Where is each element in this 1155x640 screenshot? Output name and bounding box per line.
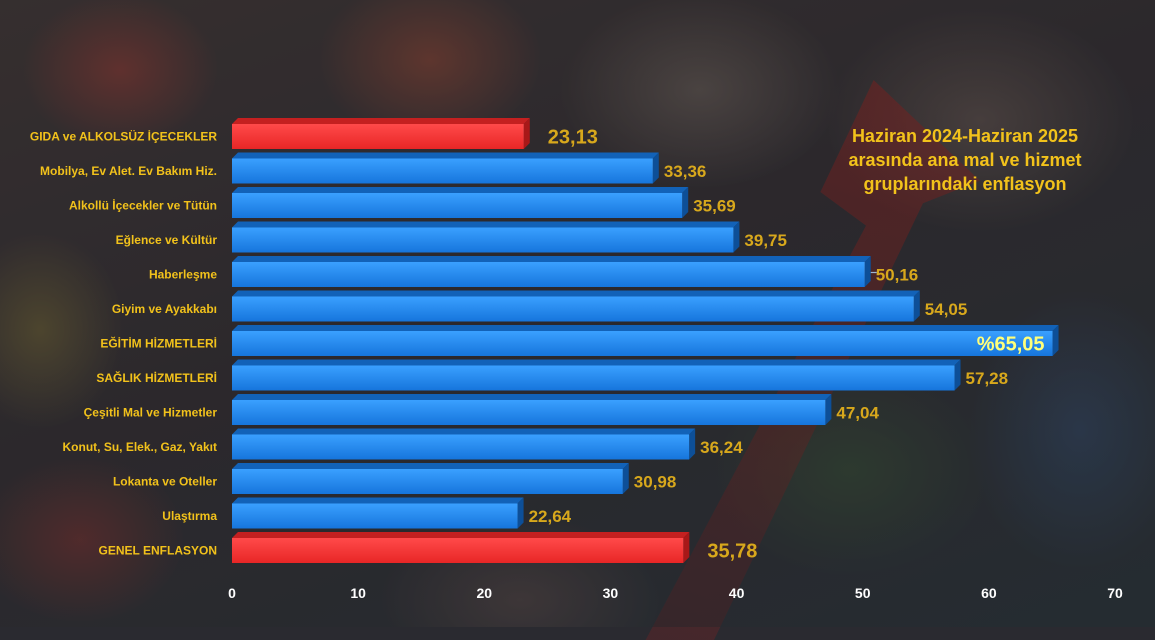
bar-front-face xyxy=(232,262,865,287)
bar-top-face xyxy=(232,118,530,124)
bar-top-face xyxy=(232,463,629,469)
bar-6 xyxy=(232,290,920,322)
value-label: 39,75 xyxy=(744,231,787,250)
bar-11 xyxy=(232,463,629,494)
bar-3 xyxy=(232,187,689,218)
value-label: 36,24 xyxy=(700,438,743,457)
bar-7 xyxy=(232,325,1059,356)
x-tick-label: 30 xyxy=(603,585,619,601)
category-label: Konut, Su, Elek., Gaz, Yakıt xyxy=(63,440,218,454)
bar-top-face xyxy=(232,290,920,297)
x-tick-label: 10 xyxy=(350,585,366,601)
bar-side-face xyxy=(733,221,740,253)
bar-side-face xyxy=(523,118,530,149)
highlight-value-label: %65,05 xyxy=(977,334,1045,356)
bar-13 xyxy=(232,532,690,563)
bar-front-face xyxy=(232,538,684,563)
x-tick-label: 0 xyxy=(228,585,236,601)
bar-front-face xyxy=(232,227,734,253)
bar-top-face xyxy=(232,497,524,504)
value-label: 23,13 xyxy=(548,127,598,149)
category-label: Eğlence ve Kültür xyxy=(116,233,218,247)
category-label: Mobilya, Ev Alet. Ev Bakım Hiz. xyxy=(40,164,217,178)
x-axis-ticks: 0 10 20 30 40 50 60 70 xyxy=(228,585,1123,601)
bar-top-face xyxy=(232,325,1059,331)
x-tick-label: 60 xyxy=(981,585,997,601)
x-tick-label: 40 xyxy=(729,585,745,601)
bar-front-face xyxy=(232,193,683,218)
bar-front-face xyxy=(232,400,826,425)
bar-top-face xyxy=(232,532,690,538)
category-label: Çeşitli Mal ve Hizmetler xyxy=(84,406,218,420)
bar-side-face xyxy=(825,394,832,425)
bar-4 xyxy=(232,221,740,253)
value-label: 35,69 xyxy=(693,197,736,216)
category-label: Giyim ve Ayakkabı xyxy=(112,302,217,316)
bar-front-face xyxy=(232,469,623,494)
category-label: SAĞLIK HİZMETLERİ xyxy=(96,370,217,385)
category-label: Lokanta ve Oteller xyxy=(113,475,217,489)
bar-front-face xyxy=(232,503,518,529)
category-label: Alkollü İçecekler ve Tütün xyxy=(69,198,217,213)
bar-top-face xyxy=(232,394,832,400)
x-tick-label: 20 xyxy=(476,585,492,601)
bar-2 xyxy=(232,152,659,184)
category-label: GIDA ve ALKOLSÜZ İÇECEKLER xyxy=(30,129,217,144)
bar-top-face xyxy=(232,152,659,159)
bar-side-face xyxy=(517,497,524,529)
value-label: 35,78 xyxy=(707,541,757,563)
bar-front-face xyxy=(232,365,955,391)
value-label: 47,04 xyxy=(836,404,879,423)
category-label: Haberleşme xyxy=(149,268,217,282)
bar-front-face xyxy=(232,434,690,460)
category-labels-layer: GIDA ve ALKOLSÜZ İÇECEKLER Mobilya, Ev Al… xyxy=(30,129,217,558)
value-labels-layer: 23,13 33,36 35,69 39,75 50,16 54,05 %65,05 57,2… xyxy=(529,127,1045,563)
value-label: 22,64 xyxy=(529,507,572,526)
value-label: 30,98 xyxy=(634,473,677,492)
x-tick-label: 50 xyxy=(855,585,871,601)
bar-side-face xyxy=(683,532,690,563)
category-label: Ulaştırma xyxy=(162,509,217,523)
bar-front-face xyxy=(232,124,524,149)
bar-top-face xyxy=(232,221,740,228)
bar-top-face xyxy=(232,256,871,262)
bars-layer xyxy=(232,118,1059,563)
bar-front-face xyxy=(232,331,1053,356)
category-label: EĞİTİM HİZMETLERİ xyxy=(100,336,217,351)
bar-9 xyxy=(232,394,832,425)
bar-side-face xyxy=(689,428,696,460)
value-label: 54,05 xyxy=(925,300,968,319)
chart-title: Haziran 2024-Haziran 2025 arasında ana m… xyxy=(848,126,1082,194)
bar-side-face xyxy=(913,290,920,322)
bar-top-face xyxy=(232,428,696,435)
bar-side-face xyxy=(652,152,659,184)
bar-5 xyxy=(232,256,871,287)
x-tick-label: 70 xyxy=(1107,585,1123,601)
bar-front-face xyxy=(232,158,653,184)
bar-12 xyxy=(232,497,524,529)
bar-side-face xyxy=(622,463,629,494)
bar-8 xyxy=(232,359,961,391)
bar-1 xyxy=(232,118,530,149)
bar-side-face xyxy=(682,187,689,218)
value-label: 57,28 xyxy=(966,369,1009,388)
value-label: 33,36 xyxy=(664,162,707,181)
value-label: 50,16 xyxy=(876,266,919,285)
bar-front-face xyxy=(232,296,914,322)
bar-top-face xyxy=(232,359,961,366)
bar-side-face xyxy=(1052,325,1059,356)
category-label: GENEL ENFLASYON xyxy=(99,544,217,558)
bar-side-face xyxy=(864,256,871,287)
bar-side-face xyxy=(954,359,961,391)
bar-10 xyxy=(232,428,696,460)
inflation-bar-chart: GIDA ve ALKOLSÜZ İÇECEKLER Mobilya, Ev Al… xyxy=(30,118,1123,601)
bar-top-face xyxy=(232,187,689,193)
